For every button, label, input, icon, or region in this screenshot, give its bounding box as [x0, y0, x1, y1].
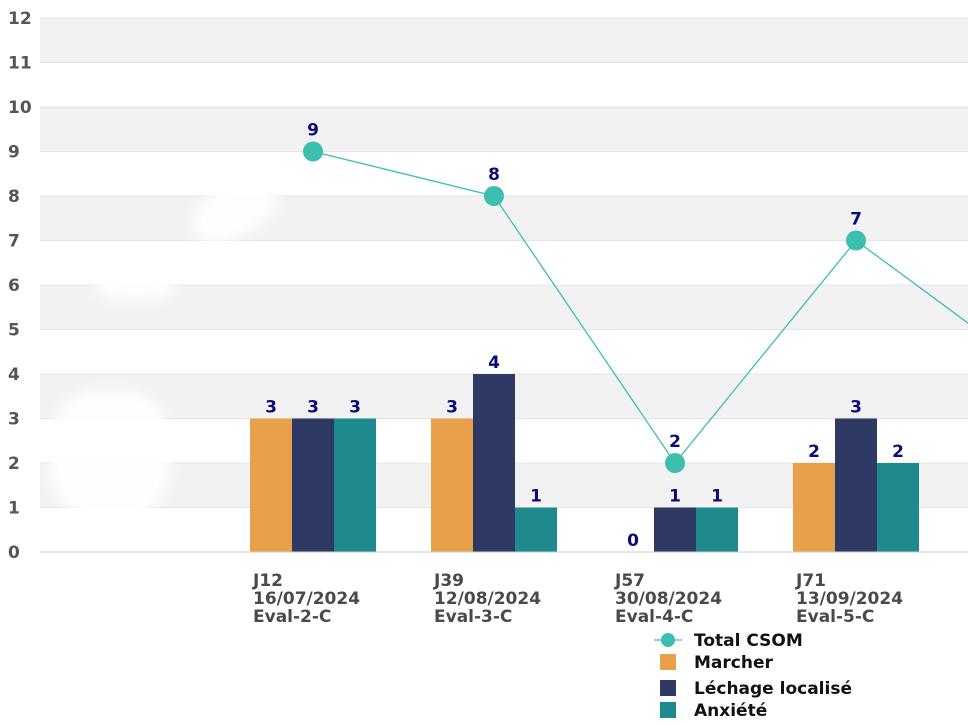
x-tick-label: J71 13/09/2024 Eval-5-C: [795, 571, 903, 627]
data-label: 2: [669, 432, 681, 452]
y-tick-label: 12: [8, 9, 32, 29]
data-label: 4: [488, 353, 500, 373]
bar-l-chage-localis-: [473, 374, 515, 552]
x-axis: J12 16/07/2024 Eval-2-C J39 12/08/2024 Eval-3…: [40, 551, 968, 627]
total-csom-point: [484, 186, 504, 206]
background-smudge: [50, 390, 170, 520]
legend-label: Anxiété: [694, 701, 767, 721]
data-labels: 3 3 0 2 3 4 1 3 3 1 1 2 9 8 2 7: [265, 121, 904, 552]
x-tick-label: J12 16/07/2024 Eval-2-C: [252, 571, 360, 627]
legend-item: Marcher: [660, 653, 773, 673]
line-series-total-csom: [303, 141, 968, 473]
total-csom-point: [846, 230, 866, 251]
x-tick-label-line: J57: [614, 571, 645, 591]
plot-background-bands: [40, 17, 968, 553]
data-label: 1: [711, 487, 723, 507]
x-tick-label-line: J12: [252, 571, 283, 591]
bar-marcher: [793, 463, 835, 552]
x-tick-label-line: 16/07/2024: [253, 589, 360, 609]
y-tick-label: 4: [8, 365, 20, 385]
data-label: 9: [307, 121, 319, 141]
y-tick-label: 11: [8, 54, 32, 74]
y-tick-label: 5: [8, 321, 20, 341]
data-label: 8: [488, 165, 500, 185]
bar-anxi-t-: [334, 418, 376, 552]
total-csom-point: [303, 141, 323, 162]
y-tick-label: 7: [8, 232, 20, 252]
y-tick-label: 1: [8, 499, 20, 519]
y-tick-label: 8: [8, 187, 20, 207]
legend-item: Léchage localisé: [660, 679, 852, 699]
bar-l-chage-localis-: [835, 418, 877, 552]
y-tick-label: 6: [8, 276, 20, 296]
x-tick-label-line: Eval-3-C: [434, 607, 512, 627]
x-tick-label-line: Eval-2-C: [253, 607, 331, 627]
legend-label: Marcher: [694, 653, 773, 673]
y-tick-label: 2: [8, 454, 20, 474]
data-label: 1: [530, 487, 542, 507]
x-tick-label-line: Eval-5-C: [796, 607, 874, 627]
x-tick-label-line: 30/08/2024: [615, 589, 722, 609]
data-label: 2: [808, 442, 820, 462]
y-tick-label: 0: [8, 543, 20, 563]
bar-series: [250, 374, 919, 552]
x-tick-label-line: J39: [433, 571, 464, 591]
legend-swatch: [660, 702, 676, 718]
x-tick-label-line: Eval-4-C: [615, 607, 693, 627]
data-label: 3: [265, 398, 277, 418]
data-label: 3: [307, 398, 319, 418]
legend-label: Léchage localisé: [694, 679, 852, 699]
bar-anxi-t-: [696, 507, 738, 552]
bar-anxi-t-: [515, 507, 557, 552]
legend-swatch: [660, 680, 676, 696]
grid-band: [40, 18, 968, 63]
grid-band: [40, 285, 968, 330]
bar-l-chage-localis-: [292, 418, 334, 552]
bar-marcher: [431, 418, 473, 552]
data-label: 0: [627, 531, 639, 551]
bar-l-chage-localis-: [654, 507, 696, 552]
x-tick-label: J57 30/08/2024 Eval-4-C: [614, 571, 722, 627]
data-label: 3: [850, 398, 862, 418]
data-label: 2: [892, 442, 904, 462]
grid-band: [40, 196, 968, 241]
legend-label: Total CSOM: [694, 631, 803, 651]
data-label: 7: [850, 210, 862, 230]
y-tick-label: 10: [8, 98, 32, 118]
x-tick-label: J39 12/08/2024 Eval-3-C: [433, 571, 541, 627]
data-label: 1: [669, 487, 681, 507]
data-label: 3: [349, 398, 361, 418]
x-tick-label-line: 12/08/2024: [434, 589, 541, 609]
x-tick-label-line: J71: [795, 571, 826, 591]
y-tick-label: 3: [8, 410, 20, 430]
y-tick-label: 9: [8, 143, 20, 163]
legend-marker-swatch: [661, 633, 675, 647]
legend-swatch: [660, 654, 676, 670]
legend-item: Total CSOM: [654, 631, 803, 651]
total-csom-point: [665, 453, 685, 473]
data-label: 3: [446, 398, 458, 418]
bar-marcher: [250, 418, 292, 552]
bar-anxi-t-: [877, 463, 919, 552]
background-smudge: [95, 270, 175, 300]
x-tick-label-line: 13/09/2024: [796, 589, 903, 609]
grid-band: [40, 107, 968, 152]
legend-item: Anxiété: [660, 701, 767, 721]
